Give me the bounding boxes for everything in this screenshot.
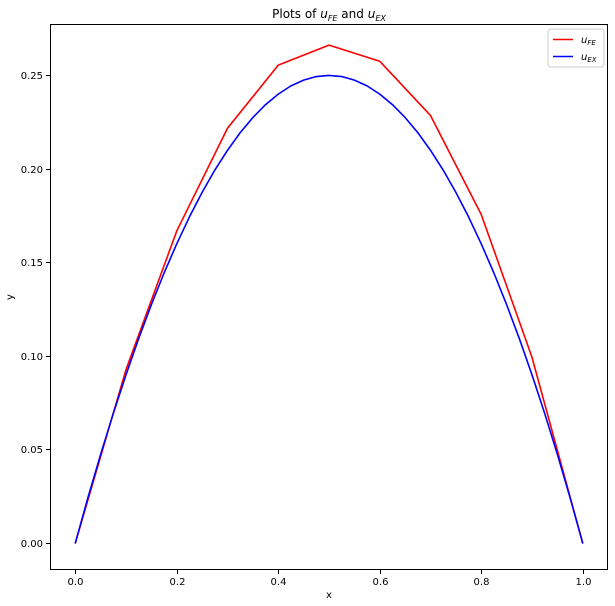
x-tick-label: 1.0 — [576, 577, 592, 588]
y-tick-label: 0.25 — [21, 71, 43, 82]
legend-ex-main: u — [581, 52, 587, 63]
chart-title: Plots of uFE and uEX — [272, 7, 386, 23]
title-middle: and — [337, 7, 367, 21]
x-tick-label: 0.0 — [68, 577, 84, 588]
legend-label-ex: uEX — [581, 52, 597, 64]
x-tick-label: 0.4 — [271, 577, 287, 588]
plot-area — [50, 24, 608, 570]
legend: uFE uEX — [547, 28, 605, 68]
series-line-ex — [74, 74, 584, 544]
plot-background — [50, 24, 608, 570]
x-axis-label: x — [326, 590, 332, 601]
x-tick-label: 0.2 — [170, 577, 186, 588]
y-tick-label: 0.10 — [21, 352, 43, 363]
title-series2-sub: EX — [375, 14, 386, 23]
series-line-fe — [74, 44, 584, 544]
legend-ex-sub: EX — [587, 56, 596, 64]
title-series2-main: u — [368, 7, 376, 21]
series-layer — [74, 44, 584, 544]
legend-box — [547, 28, 605, 68]
y-tick-label: 0.00 — [21, 539, 43, 550]
plot-frame — [50, 24, 608, 570]
legend-fe-main: u — [581, 35, 587, 46]
title-prefix: Plots of — [272, 7, 320, 21]
y-tick-label: 0.20 — [21, 165, 43, 176]
y-axis-label: y — [5, 294, 16, 300]
title-series1-main: u — [320, 7, 328, 21]
legend-fe-sub: FE — [587, 39, 596, 47]
y-tick-label: 0.15 — [21, 258, 43, 269]
x-tick-label: 0.6 — [373, 577, 389, 588]
legend-label-fe: uFE — [581, 35, 596, 47]
title-series1-sub: FE — [328, 14, 339, 23]
x-tick-label: 0.8 — [474, 577, 490, 588]
y-tick-label: 0.05 — [21, 445, 43, 456]
axes-layer: 0.0 0.2 0.4 0.6 0.8 1.0 0.00 0.05 0.10 0.15 0.20 0.… — [21, 24, 608, 588]
